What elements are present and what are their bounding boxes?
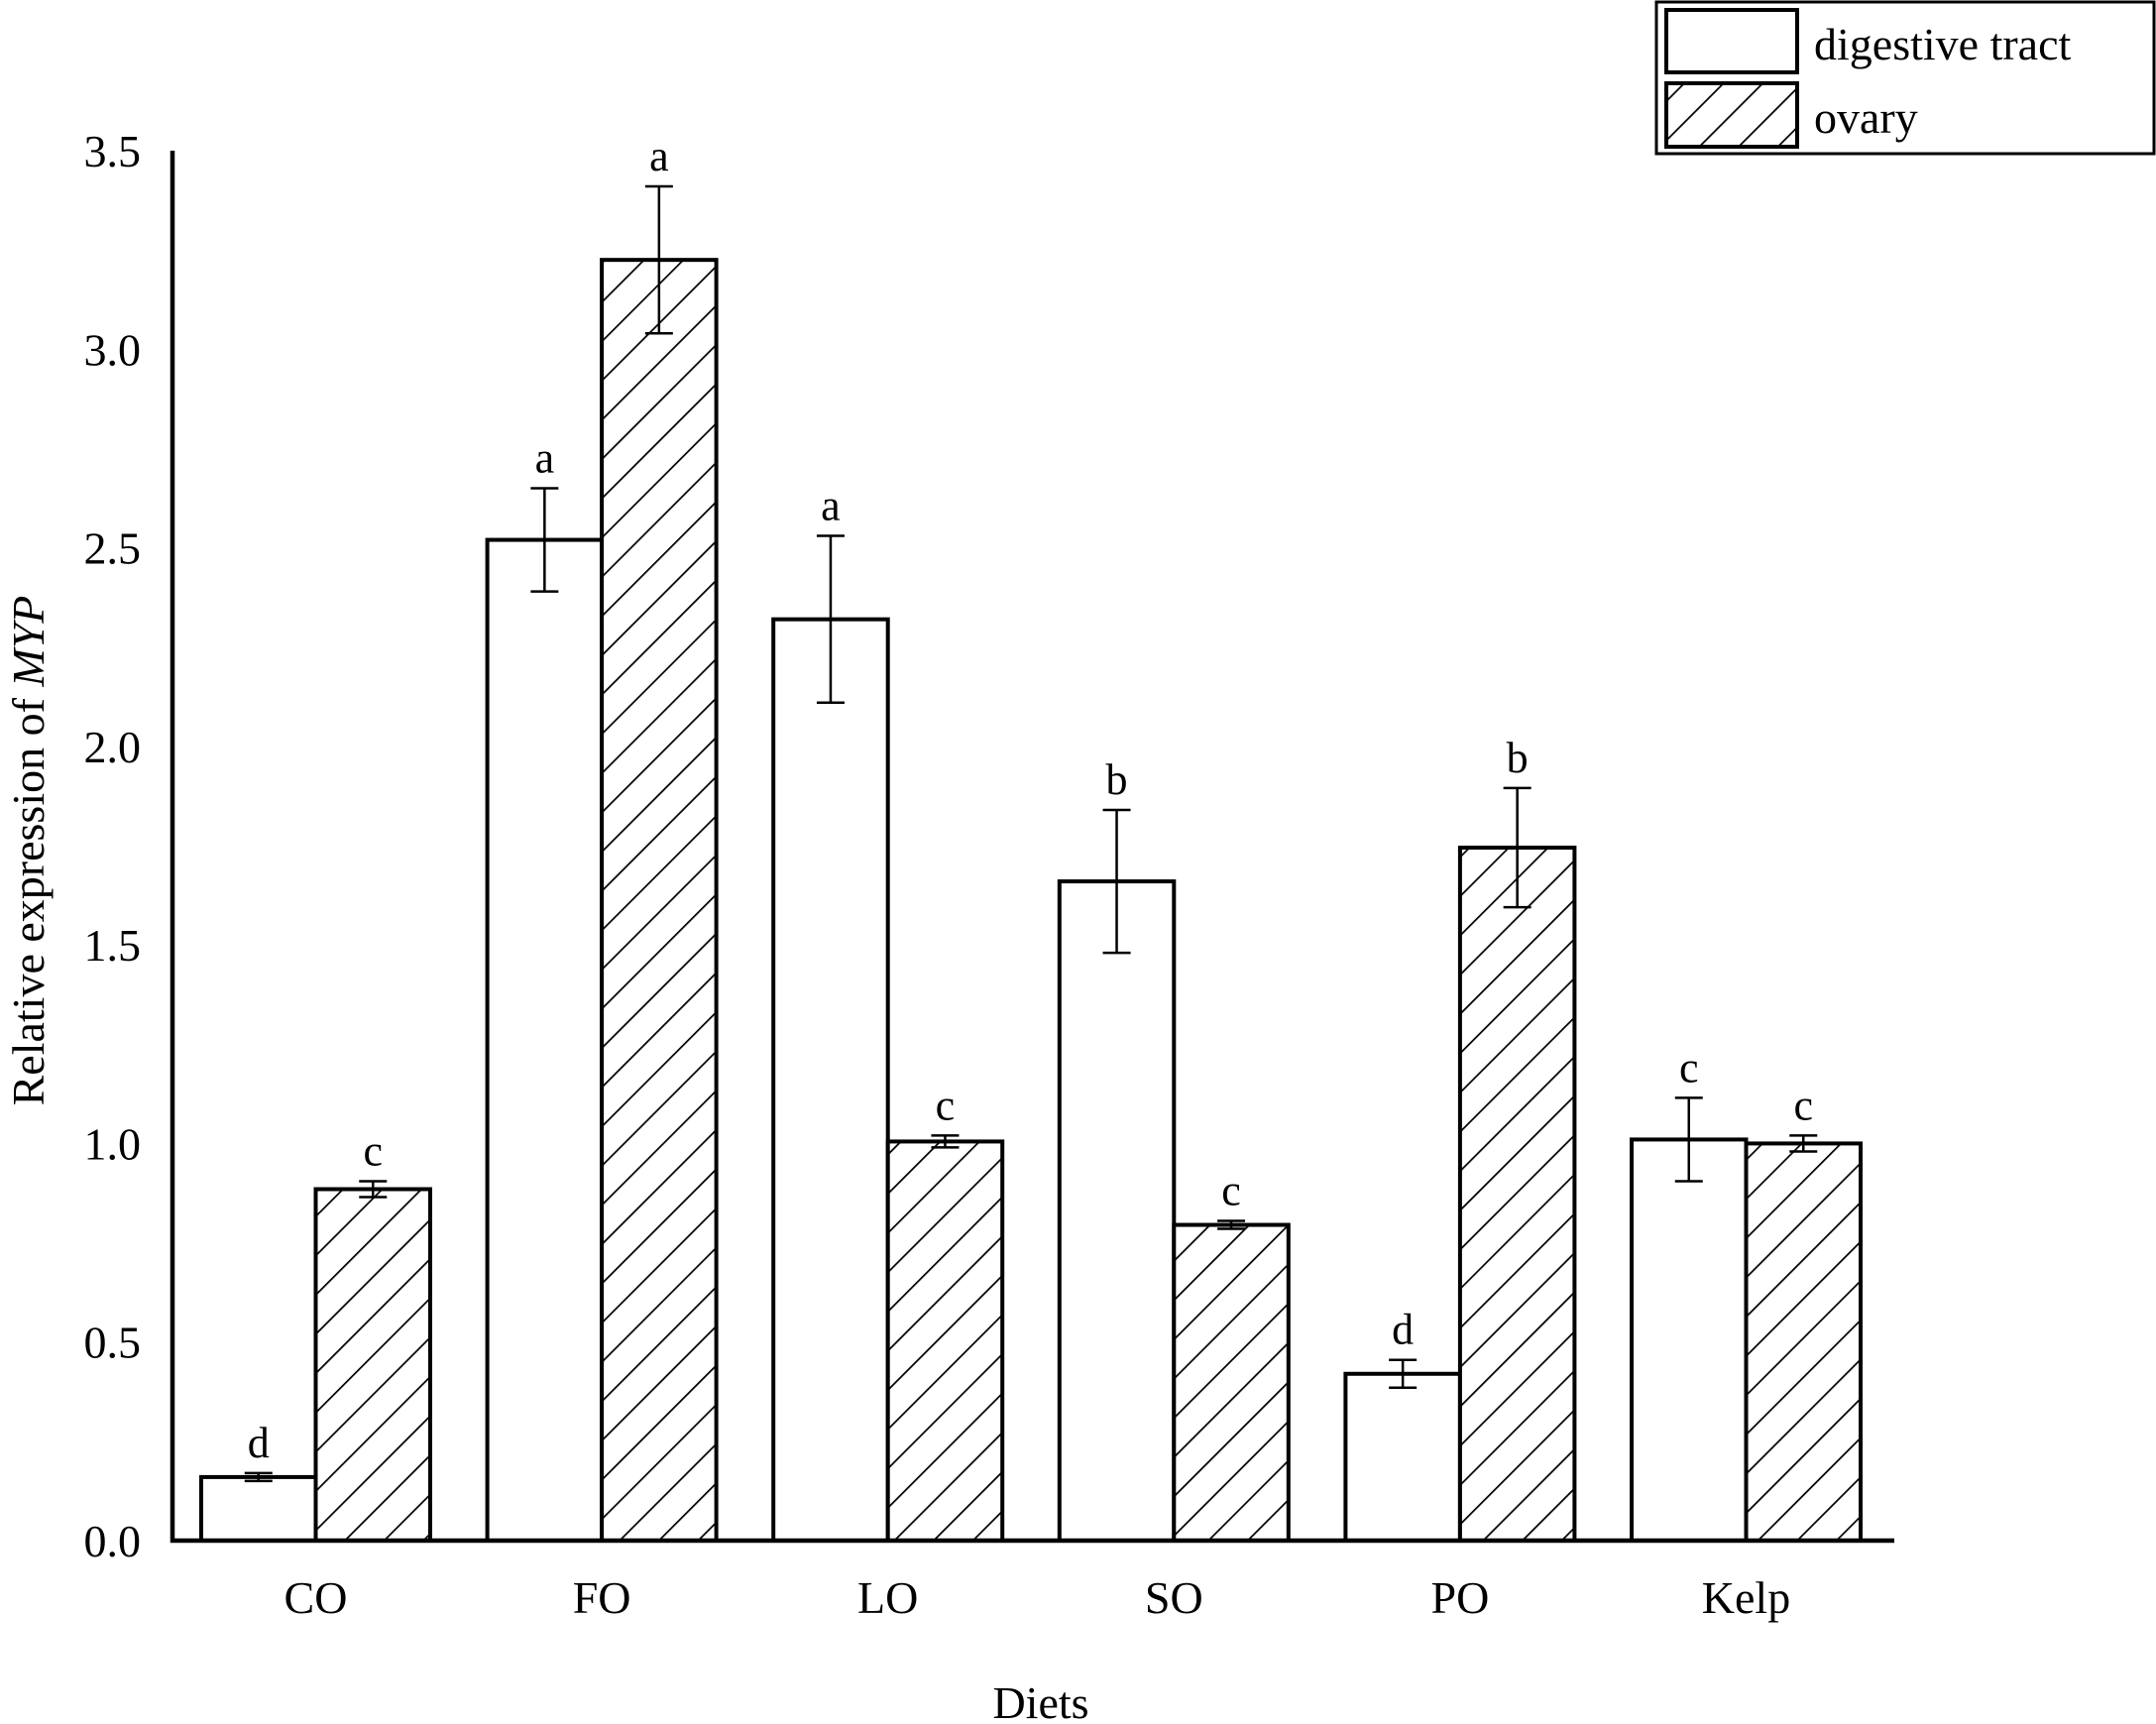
bar-lo-digestive-tract [771, 617, 890, 1543]
bars-group [199, 258, 1863, 1544]
bar-lo-ovary [885, 1139, 1005, 1543]
x-category-label: CO [284, 1572, 348, 1623]
bar-kelp-ovary [1744, 1141, 1863, 1544]
x-axis-category-labels: CO FO LO SO PO Kelp [284, 1572, 1791, 1623]
legend-swatch-ovary [1664, 81, 1799, 149]
significance-letter: a [649, 132, 669, 180]
significance-letter: b [1106, 755, 1128, 804]
y-tick-label: 0.5 [84, 1318, 142, 1368]
y-tick-label: 3.5 [84, 126, 142, 176]
legend-label-digestive-tract: digestive tract [1814, 19, 2072, 69]
x-category-label: LO [857, 1572, 918, 1623]
significance-letter: d [1392, 1306, 1414, 1354]
bar-fo-ovary [600, 258, 719, 1544]
y-tick-label: 2.0 [84, 722, 142, 772]
significance-labels: d c a a a c b c d b c c [248, 132, 1813, 1467]
error-bars-group [244, 184, 1818, 1483]
significance-letter: c [936, 1081, 956, 1129]
y-tick-label: 1.0 [84, 1118, 142, 1169]
bar-so-ovary [1172, 1222, 1291, 1543]
legend-label-ovary: ovary [1814, 92, 1918, 143]
significance-letter: a [821, 482, 841, 530]
x-category-label: PO [1430, 1572, 1489, 1623]
x-category-label: FO [573, 1572, 631, 1623]
bar-fo-digestive-tract [485, 537, 605, 1543]
x-category-label: SO [1145, 1572, 1203, 1623]
significance-letter: d [248, 1419, 270, 1467]
significance-letter: c [1679, 1043, 1699, 1092]
bar-po-ovary [1457, 846, 1577, 1543]
significance-letter: b [1507, 734, 1529, 782]
bar-kelp-digestive-tract [1630, 1137, 1749, 1543]
y-axis-ticks: 0.0 0.5 1.0 1.5 2.0 2.5 3.0 3.5 [84, 126, 142, 1566]
significance-letter: c [363, 1126, 383, 1175]
y-tick-label: 1.5 [84, 920, 142, 971]
bar-co-digestive-tract [199, 1474, 318, 1543]
significance-letter: c [1221, 1167, 1241, 1215]
y-tick-label: 3.0 [84, 324, 142, 375]
y-tick-label: 0.0 [84, 1516, 142, 1566]
y-axis-title: Relative expression of MYP [3, 596, 54, 1106]
legend-swatch-digestive-tract [1664, 8, 1799, 74]
significance-letter: a [535, 433, 555, 482]
x-axis-title: Diets [992, 1677, 1088, 1724]
y-tick-label: 2.5 [84, 523, 142, 574]
significance-letter: c [1793, 1081, 1813, 1129]
legend: digestive tract ovary [1654, 0, 2156, 156]
bar-so-digestive-tract [1057, 879, 1177, 1543]
bar-co-ovary [313, 1187, 432, 1543]
x-category-label: Kelp [1702, 1572, 1790, 1623]
bar-po-digestive-tract [1343, 1371, 1462, 1544]
